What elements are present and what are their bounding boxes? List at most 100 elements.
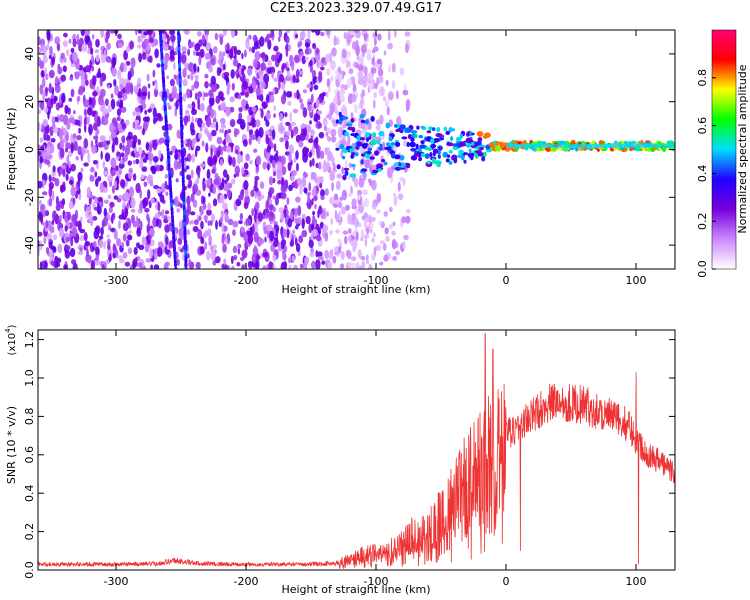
heatmap-cell <box>267 39 272 50</box>
heatmap-signal-cell <box>418 156 423 162</box>
heatmap-cell <box>383 254 389 262</box>
heatmap-signal-band <box>506 143 675 148</box>
heatmap-signal-cell <box>410 130 418 134</box>
heatmap-cell <box>116 100 120 107</box>
heatmap-cell <box>87 106 93 116</box>
heatmap-cell <box>198 132 203 140</box>
heatmap-cell <box>215 121 219 132</box>
heatmap-signal-cell <box>446 142 452 147</box>
heatmap-cell <box>267 163 270 171</box>
heatmap-cell <box>135 158 140 165</box>
heatmap-cell <box>49 249 54 260</box>
heatmap-cell <box>256 190 262 197</box>
heatmap-cell <box>144 244 150 253</box>
heatmap-cell <box>225 134 230 142</box>
heatmap-cell <box>236 261 241 267</box>
heatmap-cell <box>65 245 71 251</box>
heatmap-cell <box>335 180 341 191</box>
heatmap-cell <box>230 69 235 79</box>
heatmap-cell <box>87 152 91 163</box>
heatmap-cell <box>371 179 377 191</box>
heatmap-cell <box>173 61 176 71</box>
heatmap-cell <box>358 177 365 188</box>
heatmap-cell <box>66 211 72 221</box>
heatmap-signal-cell <box>479 146 484 151</box>
heatmap-cell <box>280 211 285 222</box>
heatmap-cell <box>122 251 128 259</box>
heatmap-cell <box>299 70 304 75</box>
heatmap-cell <box>268 216 273 221</box>
heatmap-cell <box>157 241 164 248</box>
heatmap-cell <box>281 63 287 69</box>
heatmap-cell <box>263 73 270 84</box>
snr-y-ticks: 0.0 0.2 0.4 0.6 0.8 1.0 1.2 <box>23 331 675 579</box>
heatmap-cell <box>213 155 217 166</box>
heatmap-cell <box>273 153 279 163</box>
heatmap-cell <box>318 161 322 170</box>
heatmap-cell <box>279 137 285 143</box>
heatmap-cell <box>259 52 266 59</box>
heatmap-cell <box>141 236 147 246</box>
heatmap-cell <box>350 262 357 269</box>
heatmap-cell <box>126 139 133 148</box>
heatmap-cell <box>135 119 140 125</box>
heatmap-streak-cell <box>183 214 186 220</box>
heatmap-cell <box>300 103 305 110</box>
heatmap-cell <box>83 138 89 149</box>
heatmap-cell <box>105 259 110 265</box>
heatmap-signal-cell <box>443 126 448 131</box>
heatmap-cell <box>186 195 191 206</box>
heatmap-cell <box>118 194 123 199</box>
heatmap-cell <box>326 78 331 88</box>
x-tick-label: -100 <box>364 575 389 588</box>
heatmap-cell <box>237 94 242 100</box>
heatmap-cell <box>319 150 325 160</box>
heatmap-cell <box>241 249 248 259</box>
heatmap-cell <box>295 150 299 160</box>
heatmap-signal-cell <box>409 141 416 148</box>
heatmap-cell <box>39 137 44 143</box>
heatmap-cell <box>346 35 352 44</box>
heatmap-cell <box>339 196 343 201</box>
heatmap-cell <box>397 181 401 192</box>
heatmap-signal-cell <box>354 152 359 157</box>
heatmap-cell <box>230 30 236 38</box>
heatmap-cell <box>164 224 171 233</box>
heatmap-signal-cell <box>393 162 400 167</box>
spectrogram-x-label: Height of straight line (km) <box>281 283 430 296</box>
snr-x-ticks: -300 -200 -100 0 100 <box>104 330 647 588</box>
heatmap-cell <box>43 222 47 227</box>
heatmap-cell <box>251 46 255 54</box>
heatmap-cell <box>132 121 136 129</box>
heatmap-cell <box>345 249 351 258</box>
heatmap-signal-cell <box>413 153 420 157</box>
heatmap-cell <box>287 257 292 264</box>
heatmap-cell <box>65 142 72 150</box>
heatmap-cell <box>124 261 131 267</box>
heatmap-cell <box>332 96 338 106</box>
heatmap-cell <box>62 40 68 48</box>
heatmap-cell <box>254 178 258 189</box>
heatmap-cell <box>129 229 132 235</box>
heatmap-signal-cell <box>466 131 470 137</box>
heatmap-cell <box>273 113 276 118</box>
heatmap-cell <box>362 189 368 196</box>
heatmap-cell <box>290 175 295 181</box>
heatmap-cell <box>258 94 264 101</box>
heatmap-cell <box>191 138 195 149</box>
heatmap-cell <box>294 207 298 218</box>
heatmap-cell <box>95 130 99 137</box>
heatmap-cell <box>187 103 193 109</box>
heatmap-cell <box>360 97 365 107</box>
heatmap-cell <box>187 48 191 56</box>
heatmap-cell <box>120 62 125 73</box>
heatmap-cell <box>311 198 314 206</box>
heatmap-cell <box>154 248 158 253</box>
heatmap-cell <box>40 212 43 224</box>
heatmap-cell <box>402 240 406 249</box>
heatmap-cell <box>295 34 298 39</box>
heatmap-cell <box>191 84 195 91</box>
heatmap-cell <box>222 202 228 210</box>
heatmap-cell <box>273 236 277 245</box>
